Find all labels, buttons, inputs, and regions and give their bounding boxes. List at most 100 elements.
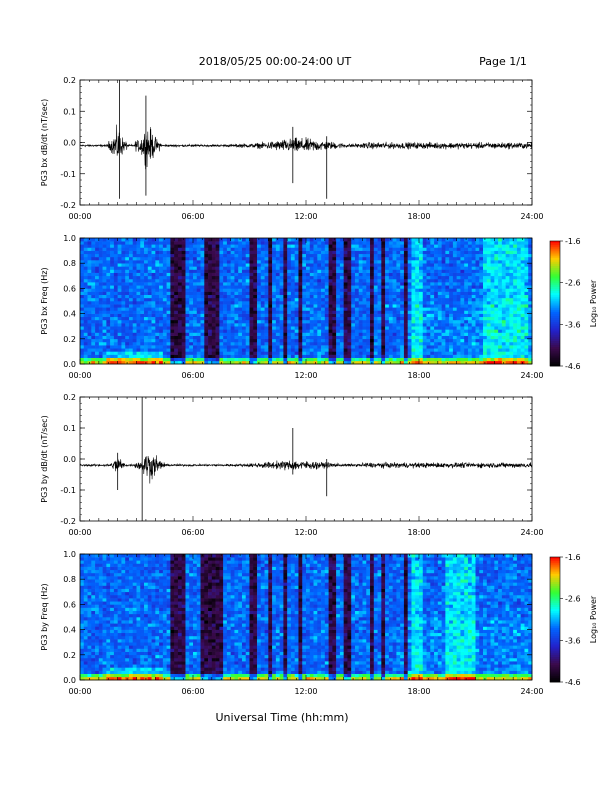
spectrogram-cell — [339, 278, 344, 283]
spectrogram-cell — [400, 247, 405, 251]
spectrogram-cell — [91, 319, 96, 324]
spectrogram-cell — [80, 285, 85, 289]
spectrogram-cell — [140, 269, 145, 273]
spectrogram-cell — [449, 269, 454, 273]
spectrogram-cell — [396, 310, 401, 314]
spectrogram-cell — [385, 285, 390, 289]
spectrogram-cell — [475, 256, 480, 261]
spectrogram-cell — [403, 288, 408, 292]
spectrogram-cell — [215, 263, 220, 267]
spectrogram-cell — [400, 291, 405, 295]
spectrogram-cell — [287, 238, 292, 242]
spectrogram-cell — [513, 354, 518, 358]
spectrogram-cell — [117, 253, 122, 258]
spectrogram-cell — [343, 256, 348, 261]
spectrogram-cell — [95, 275, 100, 280]
spectrogram-cell — [272, 294, 277, 299]
spectrogram-cell — [83, 263, 88, 267]
spectrogram-cell — [211, 288, 216, 292]
spectrogram-cell — [136, 238, 141, 242]
spectrogram-cell — [196, 291, 201, 295]
spectrogram-cell — [385, 348, 390, 352]
spectrogram-cell — [113, 301, 118, 305]
spectrogram-cell — [486, 263, 491, 267]
spectrogram-cell — [388, 335, 393, 340]
spectrogram-cell — [339, 348, 344, 352]
spectrogram-cell — [272, 256, 277, 261]
spectrogram-cell — [234, 332, 239, 336]
spectrogram-cell — [437, 272, 442, 277]
spectrogram-cell — [159, 335, 164, 340]
spectrogram-cell — [309, 341, 314, 346]
spectrogram-cell — [113, 351, 118, 355]
spectrogram-cell — [426, 291, 431, 295]
spectrogram-cell — [373, 253, 378, 258]
spectrogram-cell — [516, 332, 521, 336]
spectrogram-cell — [415, 338, 420, 343]
spectrogram-cell — [223, 301, 228, 305]
spectrogram-cell — [264, 316, 269, 321]
spectrogram-cell — [516, 256, 521, 261]
spectrogram-cell — [208, 288, 213, 292]
spectrogram-cell — [121, 319, 126, 324]
spectrogram-cell — [294, 338, 299, 343]
spectrogram-cell — [358, 304, 363, 308]
spectrogram-cell — [516, 313, 521, 318]
spectrogram-cell — [441, 341, 446, 346]
spectrogram-cell — [298, 263, 303, 267]
spectrogram-cell — [501, 323, 506, 327]
spectrogram-cell — [117, 341, 122, 346]
spectrogram-cell — [306, 301, 311, 305]
spectrogram-cell — [264, 291, 269, 295]
spectrogram-cell — [87, 260, 92, 264]
spectrogram-cell — [437, 316, 442, 321]
spectrogram-cell — [177, 247, 182, 251]
spectrogram-cell — [388, 256, 393, 261]
spectrogram-cell — [321, 275, 326, 280]
spectrogram-cell — [347, 260, 352, 264]
spectrogram-cell — [306, 241, 311, 245]
spectrogram-cell — [272, 319, 277, 324]
spectrogram-cell — [147, 291, 152, 295]
spectrogram-cell — [483, 269, 488, 273]
spectrogram-cell — [91, 278, 96, 283]
spectrogram-cell — [309, 278, 314, 283]
spectrogram-cell — [80, 297, 85, 302]
spectrogram-cell — [174, 338, 179, 343]
spectrogram-cell — [528, 351, 533, 355]
spectrogram-cell — [381, 348, 386, 352]
spectrogram-cell — [275, 272, 280, 277]
spectrogram-cell — [445, 332, 450, 336]
spectrogram-cell — [336, 266, 341, 270]
spectrogram-cell — [437, 282, 442, 286]
spectrogram-cell — [426, 278, 431, 283]
spectrogram-cell — [102, 256, 107, 261]
spectrogram-cell — [354, 291, 360, 295]
spectrogram-cell — [422, 260, 427, 264]
spectrogram-cell — [249, 269, 254, 273]
spectrogram-cell — [290, 282, 295, 286]
spectrogram-cell — [324, 341, 329, 346]
spectrogram-cell — [403, 247, 408, 251]
spectrogram-cell — [200, 247, 205, 251]
spectrogram-cell — [147, 244, 152, 248]
spectrogram-cell — [159, 238, 164, 242]
spectrogram-cell — [177, 238, 182, 242]
spectrogram-cell — [456, 291, 461, 295]
spectrogram-cell — [419, 291, 424, 295]
spectrogram-cell — [144, 291, 149, 295]
spectrogram-cell — [449, 250, 454, 255]
spectrogram-cell — [125, 291, 130, 295]
spectrogram-cell — [528, 288, 533, 292]
spectrogram-cell — [257, 250, 262, 255]
spectrogram-cell — [354, 304, 360, 308]
spectrogram-cell — [520, 348, 525, 352]
spectrogram-cell — [381, 360, 386, 365]
spectrogram-cell — [283, 244, 288, 248]
spectrogram-cell — [370, 260, 375, 264]
spectrogram-cell — [347, 348, 352, 352]
spectrogram-cell — [136, 275, 141, 280]
spectrogram-cell — [467, 238, 473, 242]
spectrogram-cell — [117, 313, 122, 318]
spectrogram-cell — [219, 253, 224, 258]
